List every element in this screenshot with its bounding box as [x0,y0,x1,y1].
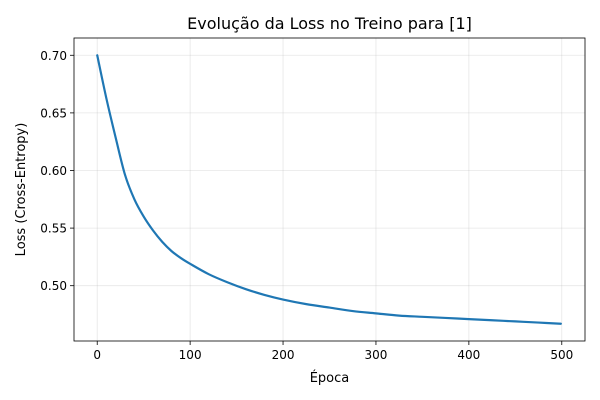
x-tick-label: 0 [93,348,101,362]
y-tick-label: 0.70 [40,49,67,63]
x-tick-label: 500 [550,348,573,362]
y-axis: 0.50 0.55 0.60 0.65 0.70 [40,49,74,293]
plot-frame [73,37,586,342]
x-tick-label: 300 [365,348,388,362]
loss-series-line [96,54,562,325]
grid [74,38,585,341]
x-tick-label: 400 [457,348,480,362]
y-tick-label: 0.55 [40,222,67,236]
chart-title: Evolução da Loss no Treino para [1] [187,14,472,33]
y-axis-label: Loss (Cross-Entropy) [14,123,29,257]
x-tick-label: 200 [272,348,295,362]
y-tick-label: 0.60 [40,164,67,178]
x-axis: 0 100 200 300 400 500 [93,341,573,362]
x-tick-label: 100 [179,348,202,362]
y-tick-label: 0.65 [40,106,67,120]
y-tick-label: 0.50 [40,279,67,293]
series-layer [96,54,562,325]
x-axis-label: Época [310,370,350,386]
